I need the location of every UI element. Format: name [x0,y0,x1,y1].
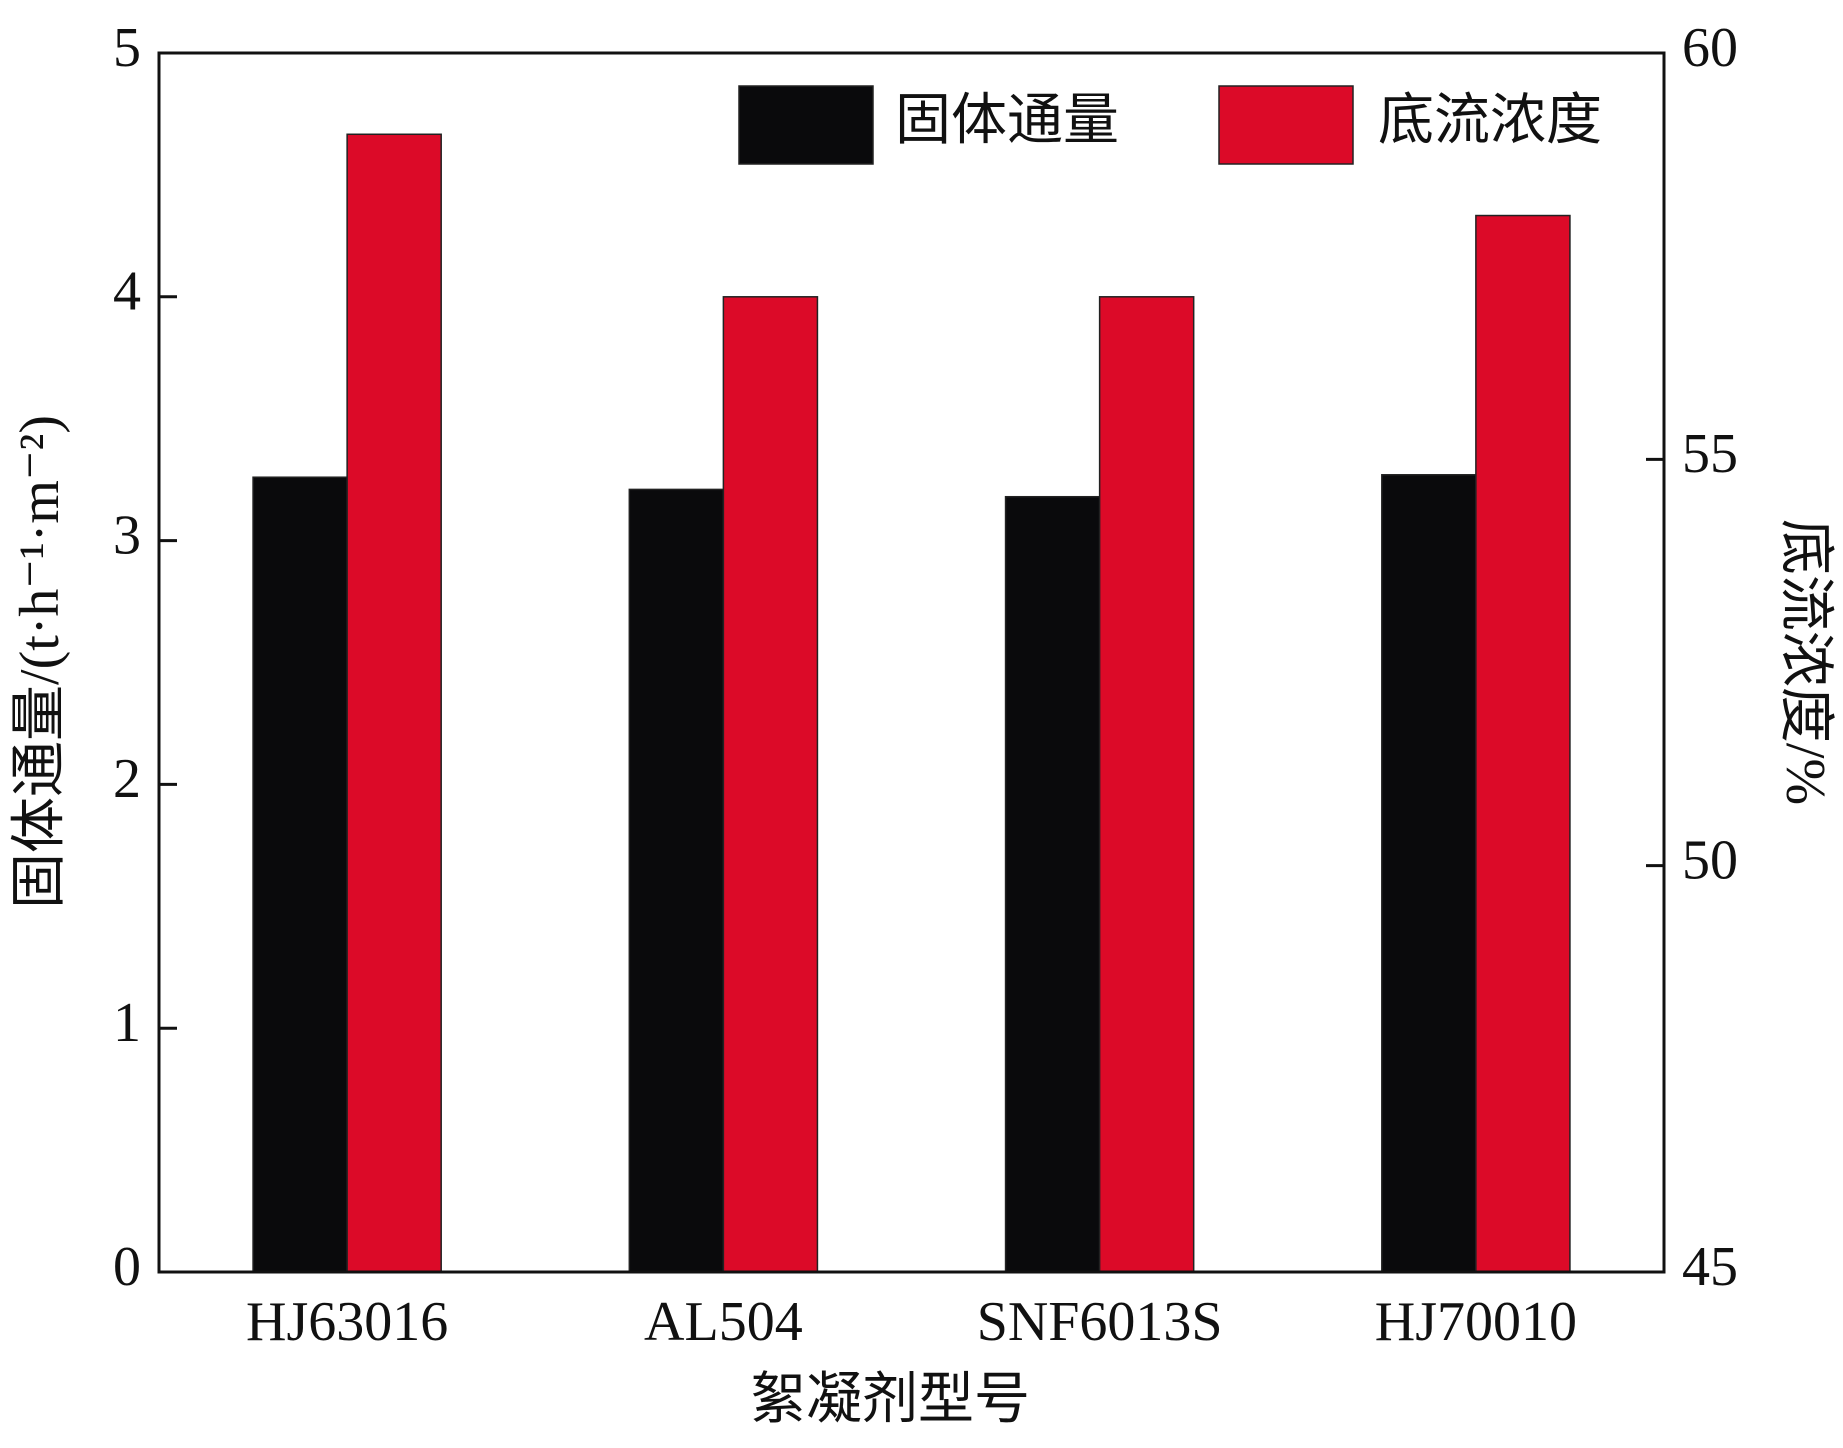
x-tick-label: HJ70010 [1375,1291,1577,1353]
y-tick-label: 0 [113,1236,141,1298]
plot-frame [157,51,1666,1274]
y2-axis-label: 底流浓度/% [1774,519,1836,805]
bar [346,133,442,1273]
y2-tick-label: 50 [1682,830,1738,892]
y-axis-label: 固体通量/(t·h⁻¹·m⁻²) [9,415,71,909]
bar [1475,214,1571,1273]
y-tick-label: 2 [113,748,141,810]
x-tick-label: HJ63016 [246,1291,448,1353]
bar [722,296,819,1273]
x-axis-label: 絮凝剂型号 [750,1369,1030,1431]
bar [252,476,348,1273]
legend-label: 底流浓度 [1378,90,1602,152]
y-tick-label: 1 [113,992,141,1054]
y2-tick-label: 60 [1682,17,1738,79]
bar [1381,474,1477,1273]
y2-tick-label: 55 [1682,423,1738,485]
bar [628,488,725,1273]
bar [1098,296,1195,1273]
y-tick-label: 3 [113,504,141,566]
y-tick-label: 5 [113,17,141,79]
x-tick-label: SNF6013S [977,1291,1223,1353]
x-tick-label: AL504 [644,1291,803,1353]
y-tick-label: 4 [113,261,141,323]
legend-swatch [1218,85,1354,165]
legend-swatch [738,85,874,165]
bar [1004,495,1101,1273]
y2-tick-label: 45 [1682,1236,1738,1298]
legend-label: 固体通量 [895,90,1119,152]
